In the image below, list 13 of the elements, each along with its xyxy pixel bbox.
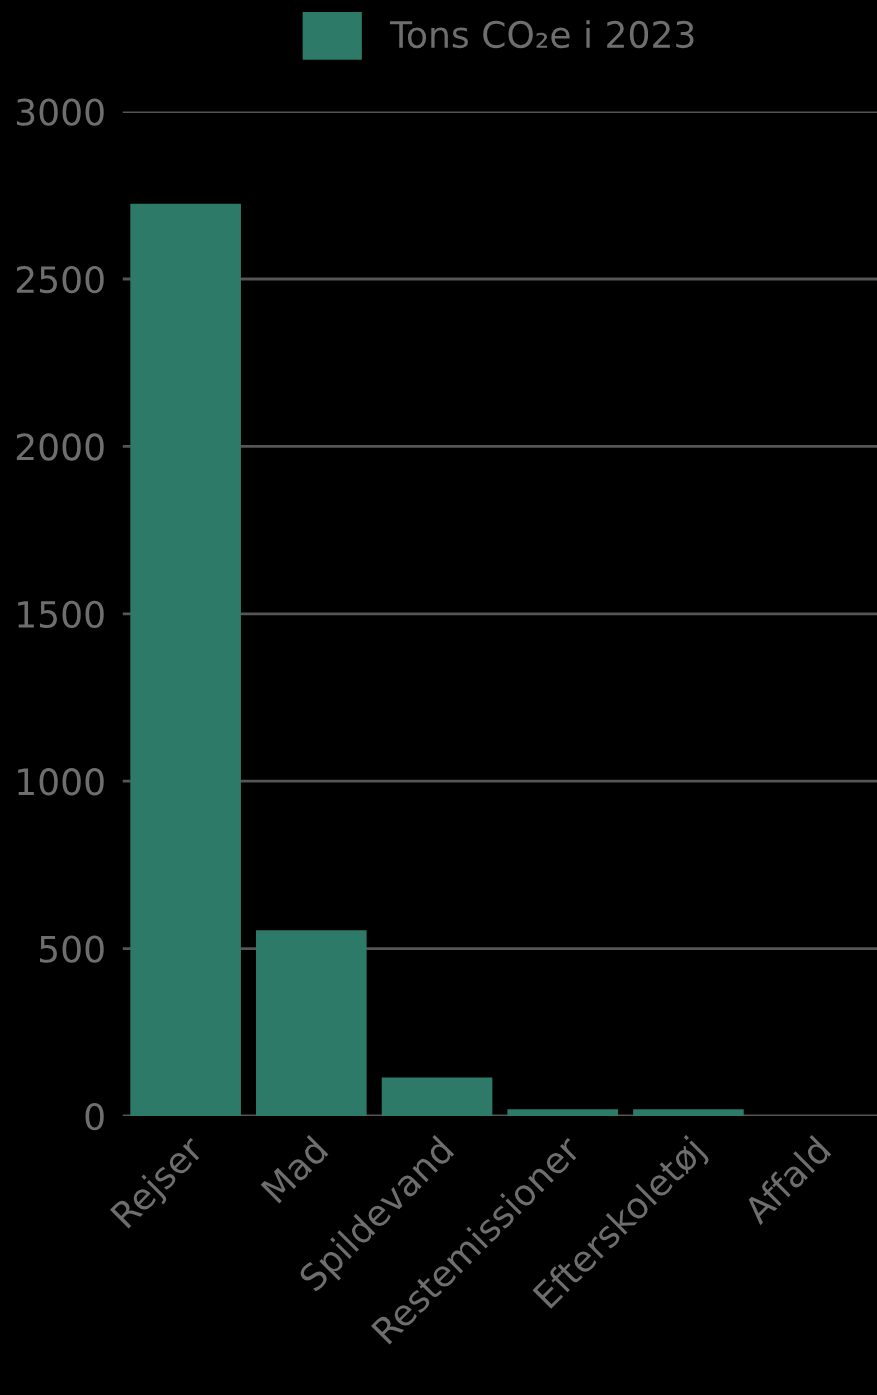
y-tick-label: 0 <box>85 1102 104 1131</box>
y-tick-label: 3000 <box>16 98 104 126</box>
legend-label: Tons CO₂e i 2023 <box>389 20 694 49</box>
bar <box>507 1109 619 1116</box>
y-tick-label: 1000 <box>18 768 104 796</box>
bar <box>256 930 367 1116</box>
y-tick-label: 2000 <box>16 433 104 461</box>
y-tick-label: 2500 <box>16 265 104 294</box>
y-tick-label: 500 <box>39 935 104 963</box>
bar <box>381 1077 493 1116</box>
bar <box>633 1109 744 1116</box>
y-tick-label: 1500 <box>18 600 104 629</box>
bar <box>130 203 241 1116</box>
